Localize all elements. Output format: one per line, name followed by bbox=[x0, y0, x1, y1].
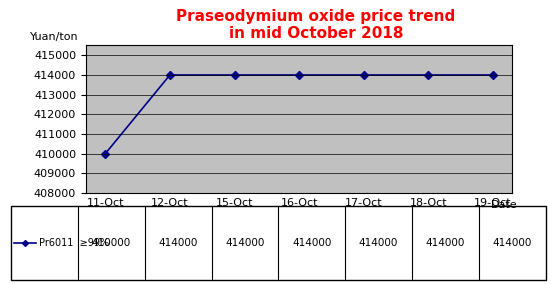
Text: Praseodymium oxide price trend
in mid October 2018: Praseodymium oxide price trend in mid Oc… bbox=[176, 9, 455, 41]
Text: 414000: 414000 bbox=[426, 238, 465, 248]
Text: 414000: 414000 bbox=[225, 238, 265, 248]
Text: Date: Date bbox=[491, 200, 518, 210]
Text: Yuan/ton: Yuan/ton bbox=[30, 32, 79, 43]
Text: 414000: 414000 bbox=[493, 238, 532, 248]
Text: 410000: 410000 bbox=[92, 238, 131, 248]
Text: 414000: 414000 bbox=[292, 238, 331, 248]
Bar bbox=[11, 206, 546, 280]
Text: 414000: 414000 bbox=[158, 238, 198, 248]
Text: 414000: 414000 bbox=[359, 238, 398, 248]
Text: Pr6011  ≥99%: Pr6011 ≥99% bbox=[39, 238, 109, 248]
